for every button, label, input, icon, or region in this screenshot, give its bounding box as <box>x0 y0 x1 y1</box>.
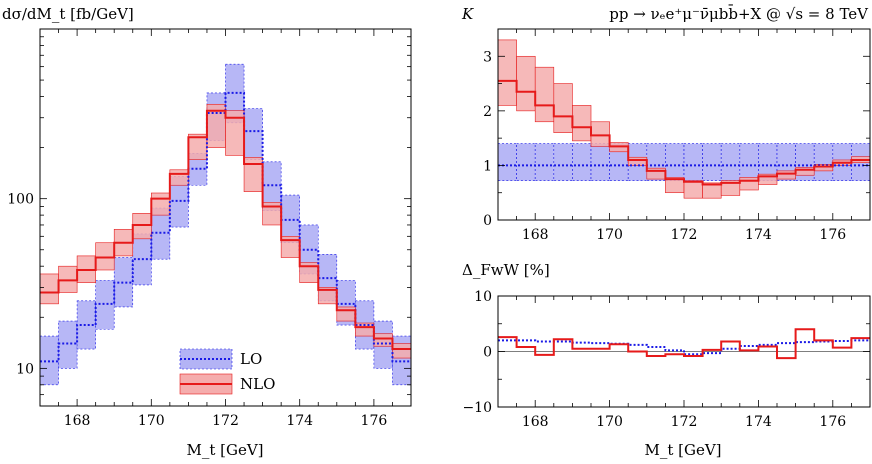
main-panel: dσ/dM_t [fb/GeV] 168 170 172 174 176 10 100 M_… <box>2 5 412 459</box>
kfactor-lo-band-10 <box>683 143 703 182</box>
kfactor-lo-band-3 <box>553 143 573 182</box>
main-nlo-band-16 <box>336 306 356 322</box>
kfactor-xtick-label-0: 168 <box>522 227 549 243</box>
main-nlo-band-19 <box>392 343 411 359</box>
main-marks <box>40 63 411 386</box>
kfactor-nlo-band-1 <box>516 55 536 112</box>
kfactor-xtick-label-3: 174 <box>745 227 772 243</box>
kfactor-lo-band-0 <box>498 143 517 182</box>
kfactor-ytick-label-3: 3 <box>483 49 492 65</box>
kfactor-lo-band-2 <box>534 143 555 182</box>
kfactor-marks <box>498 39 870 199</box>
kfactor-nlo-band-7 <box>627 156 648 166</box>
main-nlo-band-7 <box>169 169 189 186</box>
main-ylabel: dσ/dM_t [fb/GeV] <box>2 5 134 23</box>
main-xtick-label-3: 174 <box>286 413 313 429</box>
fww-ytick-label-2: 10 <box>474 289 492 305</box>
kfactor-panel: K pp → νₑe⁺μ⁻ν̄μbb̄+X @ √s = 8 TeV 168 17… <box>461 5 871 243</box>
fww-xtick-label-2: 172 <box>671 414 698 430</box>
kfactor-nlo-band-4 <box>572 105 592 142</box>
main-lo-band-3 <box>95 280 115 330</box>
kfactor-xtick-label-2: 172 <box>671 227 698 243</box>
kfactor-lo-band-9 <box>665 143 685 182</box>
process-label: pp → νₑe⁺μ⁻ν̄μbb̄+X @ √s = 8 TeV <box>609 5 869 23</box>
kfactor-nlo-band-3 <box>553 83 573 133</box>
main-ytick-label-1: 100 <box>7 192 34 208</box>
main-lo-line <box>40 91 411 363</box>
main-nlo-band-3 <box>95 242 115 271</box>
main-nlo-band-11 <box>243 157 263 192</box>
main-lo-band-1 <box>58 320 78 369</box>
main-xtick-label-2: 172 <box>212 413 239 429</box>
fww-xtick-label-4: 176 <box>819 414 846 430</box>
fww-lo-line <box>498 339 870 356</box>
kfactor-ylabel: K <box>461 5 474 23</box>
kfactor-lo-band-1 <box>516 143 536 182</box>
kfactor-nlo-band-8 <box>646 167 666 180</box>
kfactor-nlo-band-13 <box>739 177 759 191</box>
main-plot-area: 168 170 172 174 176 10 100 <box>7 28 412 429</box>
fww-ytick-label-0: −10 <box>462 400 492 416</box>
main-lo-band-4 <box>113 257 134 308</box>
kfactor-plot-area: 168 170 172 174 176 0 1 2 3 <box>483 28 871 243</box>
kfactor-nlo-band-10 <box>683 180 703 199</box>
main-nlo-band-0 <box>40 273 59 305</box>
main-nlo-band-6 <box>151 192 171 216</box>
kfactor-ytick-label-2: 2 <box>483 104 492 120</box>
fww-xtick-label-0: 168 <box>522 414 549 430</box>
main-xtick-label-4: 176 <box>361 413 388 429</box>
fww-ytick-label-1: 0 <box>483 345 492 361</box>
kfactor-nlo-band-15 <box>776 170 796 180</box>
main-nlo-band-1 <box>58 265 78 293</box>
kfactor-nlo-band-5 <box>590 121 610 147</box>
kfactor-lo-band-11 <box>702 143 722 182</box>
kfactor-lo-band-5 <box>590 143 610 182</box>
main-xtick-label-1: 170 <box>138 413 165 429</box>
fww-xtick-label-1: 170 <box>596 414 623 430</box>
fww-xtick-label-3: 174 <box>745 414 772 430</box>
fww-marks <box>498 328 870 360</box>
kfactor-lo-band-17 <box>813 143 834 182</box>
legend-nlo-label: NLO <box>240 375 275 393</box>
kfactor-xtick-label-1: 170 <box>596 227 623 243</box>
kfactor-nlo-band-2 <box>534 66 555 123</box>
fww-ylabel: Δ_FwW [%] <box>462 261 550 279</box>
kfactor-nlo-band-16 <box>795 167 815 176</box>
fww-panel: Δ_FwW [%] 168 170 172 174 176 −10 0 10 M_t [GeV… <box>462 261 871 459</box>
main-nlo-line <box>40 109 411 351</box>
kfactor-nlo-band-0 <box>498 39 517 106</box>
kfactor-lo-band-12 <box>720 143 741 182</box>
kfactor-ytick-label-1: 1 <box>483 158 492 174</box>
main-xtick-label-0: 168 <box>64 413 91 429</box>
main-xlabel: M_t [GeV] <box>186 441 263 459</box>
kfactor-ytick-label-0: 0 <box>483 213 492 229</box>
kfactor-xtick-label-4: 176 <box>819 227 846 243</box>
fww-xlabel: M_t [GeV] <box>644 441 721 459</box>
kfactor-lo-band-4 <box>572 143 592 182</box>
main-ytick-label-0: 10 <box>16 361 34 377</box>
legend: LO NLO <box>179 348 275 395</box>
legend-lo-label: LO <box>240 350 262 368</box>
fww-plot-area: 168 170 172 174 176 −10 0 10 <box>462 289 871 430</box>
main-nlo-band-5 <box>132 213 152 240</box>
kfactor-nlo-line <box>498 79 870 186</box>
kfactor-lo-band-13 <box>739 143 759 182</box>
main-lo-band-11 <box>243 108 263 160</box>
fww-nlo-line <box>498 328 870 360</box>
